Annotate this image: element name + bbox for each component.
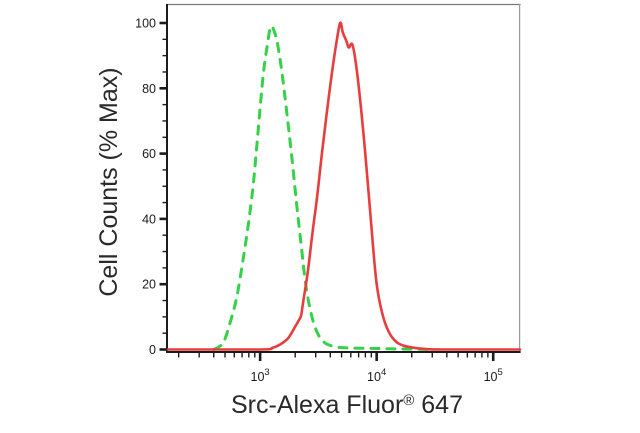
x-tick-exponent: 4 xyxy=(381,367,386,378)
x-axis-title-main: Src-Alexa Fluor xyxy=(231,391,403,419)
histogram-curves xyxy=(166,21,522,351)
curve-red-solid-sample xyxy=(166,21,522,351)
x-tick-label: 105 xyxy=(484,367,503,384)
x-axis-major-ticks xyxy=(258,353,495,361)
x-axis-title: Src-Alexa Fluor® 647 xyxy=(231,391,463,419)
y-tick-label: 100 xyxy=(135,17,156,31)
x-axis-tick-labels: 103 104 105 xyxy=(251,367,503,384)
x-axis-minor-ticks xyxy=(177,353,489,358)
registered-trademark-symbol: ® xyxy=(403,392,414,409)
y-tick-label: 80 xyxy=(142,82,156,96)
curve-green-dashed-control xyxy=(212,24,434,351)
x-tick-label: 103 xyxy=(251,367,270,384)
y-tick-label: 20 xyxy=(142,278,156,292)
y-axis-major-ticks xyxy=(159,21,167,351)
x-tick-exponent: 3 xyxy=(264,367,269,378)
y-axis-minor-ticks xyxy=(162,38,167,334)
y-axis-tick-labels: 0 20 40 60 80 100 xyxy=(135,17,156,358)
x-tick-exponent: 5 xyxy=(498,367,503,378)
y-tick-label: 0 xyxy=(149,343,156,357)
y-tick-label: 40 xyxy=(142,212,156,226)
x-axis-title-suffix: 647 xyxy=(414,391,463,419)
y-axis-title: Cell Counts (% Max) xyxy=(95,67,123,296)
y-tick-label: 60 xyxy=(142,147,156,161)
x-tick-label: 104 xyxy=(367,367,386,384)
